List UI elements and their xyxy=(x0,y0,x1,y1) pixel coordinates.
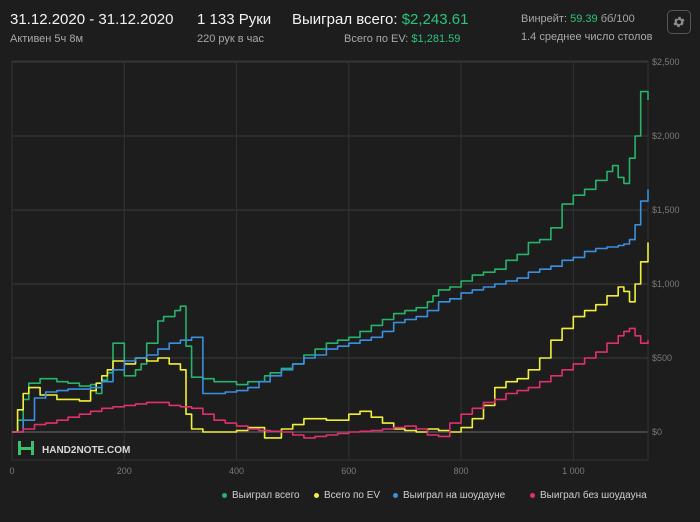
y-tick-label: $1,500 xyxy=(652,205,680,215)
won-total-label: Выиграл всего: xyxy=(292,11,398,28)
y-tick-label: $2,500 xyxy=(652,57,680,67)
stats-header: 31.12.2020 - 31.12.2020 Активен 5ч 8м 1 … xyxy=(0,0,700,55)
chart-ticks: $0 $500 $1,000 $1,500 $2,000 $2,500 0 200 400 600… xyxy=(9,57,679,476)
chart-series xyxy=(12,90,649,439)
series-line-1 xyxy=(12,242,649,439)
y-tick-label: $500 xyxy=(652,353,672,363)
legend-label: Выиграл всего xyxy=(232,490,300,501)
y-tick-label: $0 xyxy=(652,427,662,437)
legend-label: Выиграл на шоудауне xyxy=(403,490,506,501)
x-tick-label: 200 xyxy=(117,466,132,476)
x-tick-label: 400 xyxy=(229,466,244,476)
legend-item-showdown[interactable]: Выиграл на шоудауне xyxy=(393,490,505,501)
x-tick-label: 600 xyxy=(341,466,356,476)
legend-dot xyxy=(314,493,319,498)
hand2note-logo-icon xyxy=(18,441,34,455)
hands-per-hour: 220 рук в час xyxy=(197,33,265,45)
gear-icon xyxy=(673,16,685,28)
hand2note-logo: HAND2NOTE.COM xyxy=(18,441,130,456)
x-tick-label: 1 000 xyxy=(562,466,585,476)
y-tick-label: $1,000 xyxy=(652,279,680,289)
legend-item-non-showdown[interactable]: Выиграл без шоудауна xyxy=(530,490,647,501)
winrate-value: 59.39 xyxy=(570,13,598,25)
settings-button[interactable] xyxy=(667,10,691,34)
active-time: Активен 5ч 8м xyxy=(10,33,84,45)
legend-dot xyxy=(530,493,535,498)
y-tick-label: $2,000 xyxy=(652,131,680,141)
legend-dot xyxy=(393,493,398,498)
chart-grid xyxy=(11,60,649,461)
x-tick-label: 800 xyxy=(454,466,469,476)
date-range: 31.12.2020 - 31.12.2020 xyxy=(10,11,174,28)
winrate: Винрейт: 59.39 бб/100 xyxy=(521,13,635,25)
legend-label: Всего по EV xyxy=(324,490,381,501)
ev-total: Всего по EV: $1,281.59 xyxy=(344,33,460,45)
won-total-value: $2,243.61 xyxy=(401,11,469,28)
won-total: Выиграл всего: $2,243.61 xyxy=(292,11,468,28)
legend-item-ev-total[interactable]: Всего по EV xyxy=(314,490,380,501)
profit-chart: HAND2NOTE.COM $0 $500 $1,000 $1,500 $2,000 $2… xyxy=(9,57,679,476)
legend-label: Выиграл без шоудауна xyxy=(540,490,647,501)
x-tick-label: 0 xyxy=(9,466,14,476)
chart-legend: Выиграл всего Всего по EV Выиграл на шоу… xyxy=(0,490,700,506)
series-line-2 xyxy=(12,189,649,433)
plot-border xyxy=(11,60,649,461)
winrate-label: Винрейт: xyxy=(521,13,568,25)
ev-total-value: $1,281.59 xyxy=(411,33,461,45)
legend-dot xyxy=(222,493,227,498)
legend-item-won-total[interactable]: Выиграл всего xyxy=(222,490,300,501)
series-line-3 xyxy=(12,327,649,439)
avg-tables: 1.4 среднее число столов xyxy=(521,31,653,43)
ev-total-label: Всего по EV: xyxy=(344,33,409,45)
hand2note-logo-text: HAND2NOTE.COM xyxy=(42,445,130,456)
winrate-unit: бб/100 xyxy=(600,13,635,25)
hands-count: 1 133 Руки xyxy=(197,11,272,28)
